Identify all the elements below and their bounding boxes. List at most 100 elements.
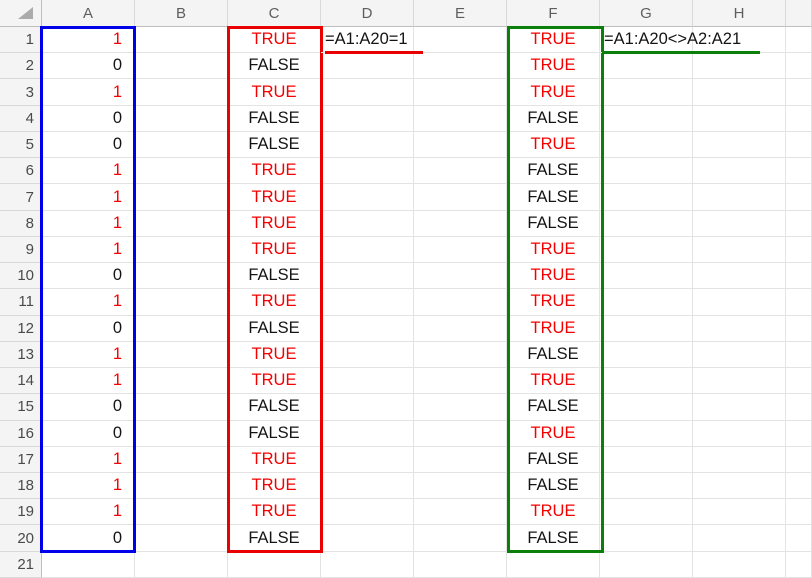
cell-I18[interactable] xyxy=(786,472,812,500)
cell-H6[interactable] xyxy=(693,158,786,185)
cell-F20[interactable]: FALSE xyxy=(507,525,600,552)
cell-C10[interactable]: FALSE xyxy=(228,263,321,290)
cell-I21[interactable] xyxy=(786,551,812,578)
cell-I10[interactable] xyxy=(786,263,812,290)
cell-C14[interactable]: TRUE xyxy=(228,368,321,395)
cell-E11[interactable] xyxy=(414,289,507,316)
cell-D13[interactable] xyxy=(321,341,414,369)
cell-I1[interactable] xyxy=(786,27,812,54)
cell-C16[interactable]: FALSE xyxy=(228,420,321,447)
column-header-g[interactable]: G xyxy=(600,0,693,27)
cell-D12[interactable] xyxy=(321,315,414,342)
row-header-4[interactable]: 4 xyxy=(0,105,42,132)
cell-G12[interactable] xyxy=(600,315,693,342)
cell-E16[interactable] xyxy=(414,420,507,447)
cell-G5[interactable] xyxy=(600,131,693,159)
cell-F21[interactable] xyxy=(507,551,600,578)
cell-H12[interactable] xyxy=(693,315,786,342)
cell-B9[interactable] xyxy=(135,236,228,264)
row-header-9[interactable]: 9 xyxy=(0,236,42,264)
cell-F4[interactable]: FALSE xyxy=(507,105,600,132)
column-header-f[interactable]: F xyxy=(507,0,600,27)
cell-A9[interactable]: 1 xyxy=(42,236,135,264)
cell-H2[interactable] xyxy=(693,53,786,80)
cell-E17[interactable] xyxy=(414,446,507,473)
row-header-7[interactable]: 7 xyxy=(0,184,42,211)
column-header-a[interactable]: A xyxy=(42,0,135,27)
cell-G3[interactable] xyxy=(600,79,693,106)
row-header-1[interactable]: 1 xyxy=(0,27,42,54)
cell-A5[interactable]: 0 xyxy=(42,131,135,159)
cell-C1[interactable]: TRUE xyxy=(228,27,321,54)
cell-C13[interactable]: TRUE xyxy=(228,341,321,369)
cell-C21[interactable] xyxy=(228,551,321,578)
cell-H3[interactable] xyxy=(693,79,786,106)
cell-C12[interactable]: FALSE xyxy=(228,315,321,342)
cell-G20[interactable] xyxy=(600,525,693,552)
row-header-2[interactable]: 2 xyxy=(0,53,42,80)
cell-I15[interactable] xyxy=(786,394,812,421)
cell-E13[interactable] xyxy=(414,341,507,369)
cell-D9[interactable] xyxy=(321,236,414,264)
cell-D20[interactable] xyxy=(321,525,414,552)
cell-G4[interactable] xyxy=(600,105,693,132)
row-header-16[interactable]: 16 xyxy=(0,420,42,447)
cell-F13[interactable]: FALSE xyxy=(507,341,600,369)
cell-C5[interactable]: FALSE xyxy=(228,131,321,159)
cell-F18[interactable]: FALSE xyxy=(507,472,600,500)
cell-E3[interactable] xyxy=(414,79,507,106)
cell-H20[interactable] xyxy=(693,525,786,552)
cell-E14[interactable] xyxy=(414,368,507,395)
column-header-d[interactable]: D xyxy=(321,0,414,27)
cell-D6[interactable] xyxy=(321,158,414,185)
cell-B2[interactable] xyxy=(135,53,228,80)
cell-I17[interactable] xyxy=(786,446,812,473)
cell-C4[interactable]: FALSE xyxy=(228,105,321,132)
cell-I6[interactable] xyxy=(786,158,812,185)
cell-B18[interactable] xyxy=(135,472,228,500)
cell-F11[interactable]: TRUE xyxy=(507,289,600,316)
cell-C17[interactable]: TRUE xyxy=(228,446,321,473)
cell-H17[interactable] xyxy=(693,446,786,473)
cell-F7[interactable]: FALSE xyxy=(507,184,600,211)
cell-H7[interactable] xyxy=(693,184,786,211)
row-header-20[interactable]: 20 xyxy=(0,525,42,552)
row-header-14[interactable]: 14 xyxy=(0,368,42,395)
cell-F17[interactable]: FALSE xyxy=(507,446,600,473)
cell-D18[interactable] xyxy=(321,472,414,500)
cell-E18[interactable] xyxy=(414,472,507,500)
row-header-5[interactable]: 5 xyxy=(0,131,42,159)
cell-G18[interactable] xyxy=(600,472,693,500)
cell-D3[interactable] xyxy=(321,79,414,106)
cell-F12[interactable]: TRUE xyxy=(507,315,600,342)
cell-G13[interactable] xyxy=(600,341,693,369)
cell-H16[interactable] xyxy=(693,420,786,447)
cell-H18[interactable] xyxy=(693,472,786,500)
cell-E5[interactable] xyxy=(414,131,507,159)
cell-G2[interactable] xyxy=(600,53,693,80)
cell-B21[interactable] xyxy=(135,551,228,578)
cell-G7[interactable] xyxy=(600,184,693,211)
cell-B15[interactable] xyxy=(135,394,228,421)
cell-G8[interactable] xyxy=(600,210,693,237)
cell-I8[interactable] xyxy=(786,210,812,237)
cell-D17[interactable] xyxy=(321,446,414,473)
cell-F9[interactable]: TRUE xyxy=(507,236,600,264)
column-header-c[interactable]: C xyxy=(228,0,321,27)
cell-C19[interactable]: TRUE xyxy=(228,499,321,526)
column-header-partial[interactable] xyxy=(786,0,812,27)
cell-F2[interactable]: TRUE xyxy=(507,53,600,80)
cell-E1[interactable] xyxy=(414,27,507,54)
cell-I12[interactable] xyxy=(786,315,812,342)
cell-A8[interactable]: 1 xyxy=(42,210,135,237)
cell-B12[interactable] xyxy=(135,315,228,342)
cell-D1[interactable]: =A1:A20=1 xyxy=(321,27,414,54)
column-header-b[interactable]: B xyxy=(135,0,228,27)
cell-G11[interactable] xyxy=(600,289,693,316)
cell-F16[interactable]: TRUE xyxy=(507,420,600,447)
cell-B16[interactable] xyxy=(135,420,228,447)
cell-F10[interactable]: TRUE xyxy=(507,263,600,290)
cell-C8[interactable]: TRUE xyxy=(228,210,321,237)
cell-B13[interactable] xyxy=(135,341,228,369)
row-header-18[interactable]: 18 xyxy=(0,472,42,500)
